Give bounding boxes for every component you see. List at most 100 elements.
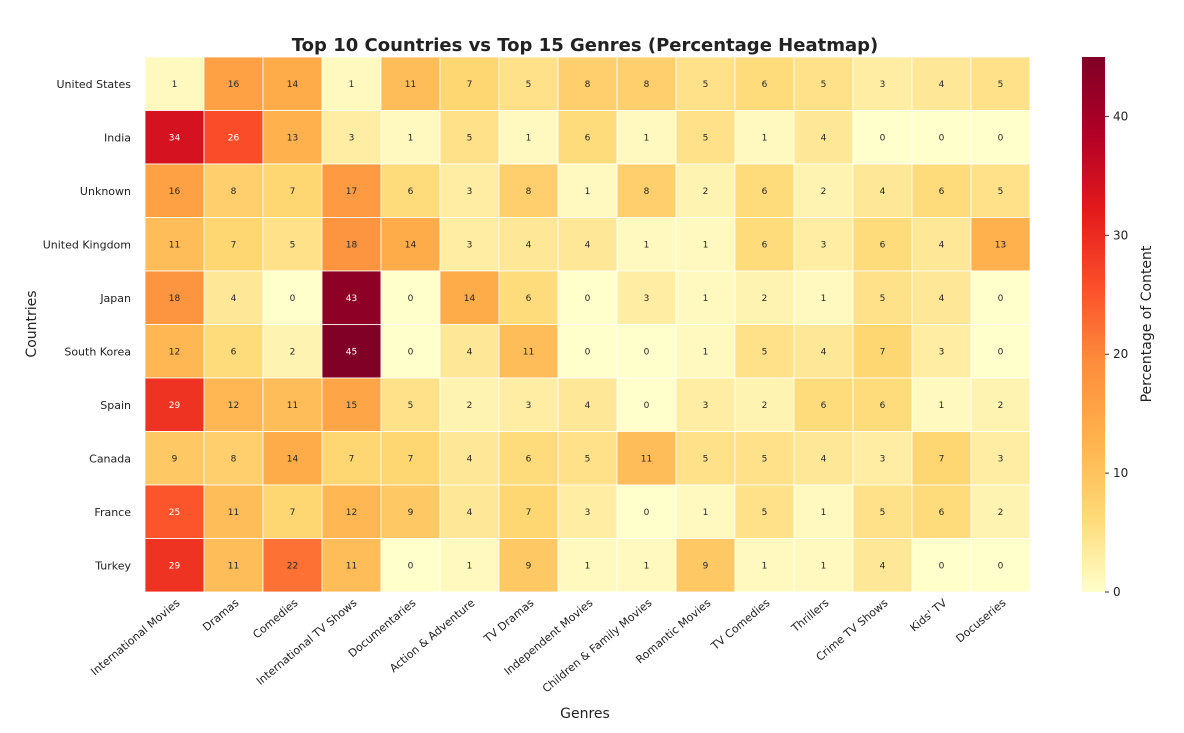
cell-value-label: 11 bbox=[523, 347, 534, 357]
cell-value-label: 0 bbox=[998, 561, 1004, 571]
cell-value-label: 3 bbox=[349, 133, 355, 143]
colorbar: 0 10 20 30 40 Percentage of Content bbox=[1082, 57, 1155, 599]
cell-value-label: 1 bbox=[703, 294, 709, 304]
heatmap-cell bbox=[203, 217, 264, 272]
cell-value-label: 2 bbox=[821, 187, 827, 197]
colorbar-label: Percentage of Content bbox=[1139, 245, 1155, 402]
cell-value-label: 16 bbox=[169, 187, 181, 197]
heatmap-cell bbox=[262, 56, 323, 111]
heatmap-cell bbox=[616, 377, 677, 432]
cell-value-label: 3 bbox=[821, 240, 827, 250]
cell-value-label: 29 bbox=[169, 401, 181, 411]
cell-value-label: 6 bbox=[880, 401, 886, 411]
cell-value-label: 8 bbox=[231, 454, 237, 464]
heatmap-cell bbox=[380, 217, 441, 272]
heatmap-cell bbox=[321, 110, 382, 165]
heatmap-cell bbox=[911, 270, 972, 325]
heatmap-cell bbox=[262, 217, 323, 272]
heatmap-cell bbox=[498, 163, 559, 218]
cell-value-label: 5 bbox=[762, 508, 768, 518]
heatmap-cell bbox=[675, 324, 736, 379]
heatmap-cell bbox=[675, 484, 736, 539]
heatmap-cell bbox=[439, 217, 500, 272]
cell-value-label: 6 bbox=[880, 240, 886, 250]
heatmap-cell bbox=[203, 110, 264, 165]
heatmap-cell bbox=[675, 163, 736, 218]
cell-value-label: 3 bbox=[644, 294, 650, 304]
colorbar-tick-label: 10 bbox=[1113, 466, 1128, 480]
heatmap-cell bbox=[203, 538, 264, 593]
cell-value-label: 6 bbox=[762, 80, 768, 90]
heatmap-cell bbox=[675, 56, 736, 111]
cell-value-label: 1 bbox=[703, 347, 709, 357]
cell-value-label: 14 bbox=[287, 454, 299, 464]
cell-value-label: 6 bbox=[762, 240, 768, 250]
heatmap-cell bbox=[498, 110, 559, 165]
heatmap-cell bbox=[557, 163, 618, 218]
cell-value-label: 1 bbox=[644, 561, 650, 571]
heatmap-cell bbox=[144, 270, 205, 325]
heatmap-cell bbox=[144, 377, 205, 432]
column-label: International Movies bbox=[88, 596, 182, 678]
row-label: France bbox=[94, 506, 131, 519]
row-label: South Korea bbox=[64, 345, 131, 358]
heatmap-cell bbox=[557, 217, 618, 272]
column-label: Dramas bbox=[200, 596, 241, 634]
cell-value-label: 3 bbox=[880, 80, 886, 90]
row-label: Turkey bbox=[94, 559, 131, 572]
heatmap-cell bbox=[439, 377, 500, 432]
heatmap-cell bbox=[498, 484, 559, 539]
cell-value-label: 3 bbox=[467, 240, 473, 250]
heatmap-cell bbox=[144, 56, 205, 111]
cell-value-label: 4 bbox=[821, 454, 827, 464]
heatmap-cell bbox=[321, 324, 382, 379]
column-label: TV Dramas bbox=[481, 596, 537, 646]
cell-value-label: 8 bbox=[644, 187, 650, 197]
heatmap-cell bbox=[557, 270, 618, 325]
cell-value-label: 5 bbox=[880, 508, 886, 518]
heatmap-cell bbox=[970, 110, 1031, 165]
heatmap-cell bbox=[675, 110, 736, 165]
heatmap-cell bbox=[793, 270, 854, 325]
column-label: International TV Shows bbox=[254, 596, 360, 688]
chart-title: Top 10 Countries vs Top 15 Genres (Perce… bbox=[292, 35, 878, 56]
heatmap-cell bbox=[911, 377, 972, 432]
heatmap-cell bbox=[616, 484, 677, 539]
heatmap-cell bbox=[203, 484, 264, 539]
heatmap-cell bbox=[852, 110, 913, 165]
cell-value-label: 0 bbox=[998, 133, 1004, 143]
heatmap-cell bbox=[970, 431, 1031, 486]
cell-value-label: 3 bbox=[526, 401, 532, 411]
cell-value-label: 2 bbox=[762, 294, 768, 304]
heatmap-cell bbox=[144, 110, 205, 165]
cell-value-label: 8 bbox=[231, 187, 237, 197]
cell-value-label: 12 bbox=[346, 508, 357, 518]
heatmap-cell bbox=[793, 377, 854, 432]
heatmap-cells: 1 16 14 1 11 7 5 8 8 5 6 5 3 4 534 26 13 3 1 5 1 6 1 5 1 4 0 0 016 8 7… bbox=[144, 56, 1031, 593]
heatmap-cell bbox=[793, 56, 854, 111]
colorbar-tick-label: 0 bbox=[1113, 585, 1121, 599]
heatmap-cell bbox=[144, 324, 205, 379]
heatmap-cell bbox=[557, 538, 618, 593]
cell-value-label: 13 bbox=[287, 133, 298, 143]
heatmap-cell bbox=[380, 110, 441, 165]
heatmap-cell bbox=[203, 56, 264, 111]
heatmap-cell bbox=[675, 377, 736, 432]
heatmap-cell bbox=[144, 484, 205, 539]
heatmap-cell bbox=[498, 377, 559, 432]
heatmap-cell bbox=[911, 110, 972, 165]
column-label: Children & Family Movies bbox=[540, 596, 655, 695]
cell-value-label: 2 bbox=[290, 347, 296, 357]
cell-value-label: 15 bbox=[346, 401, 357, 411]
cell-value-label: 0 bbox=[939, 561, 945, 571]
cell-value-label: 4 bbox=[467, 508, 473, 518]
heatmap-cell bbox=[380, 163, 441, 218]
cell-value-label: 3 bbox=[467, 187, 473, 197]
heatmap-cell bbox=[970, 484, 1031, 539]
cell-value-label: 8 bbox=[526, 187, 532, 197]
row-label: United States bbox=[57, 78, 132, 91]
cell-value-label: 22 bbox=[287, 561, 298, 571]
cell-value-label: 3 bbox=[998, 454, 1004, 464]
heatmap-cell bbox=[970, 538, 1031, 593]
cell-value-label: 7 bbox=[290, 508, 296, 518]
